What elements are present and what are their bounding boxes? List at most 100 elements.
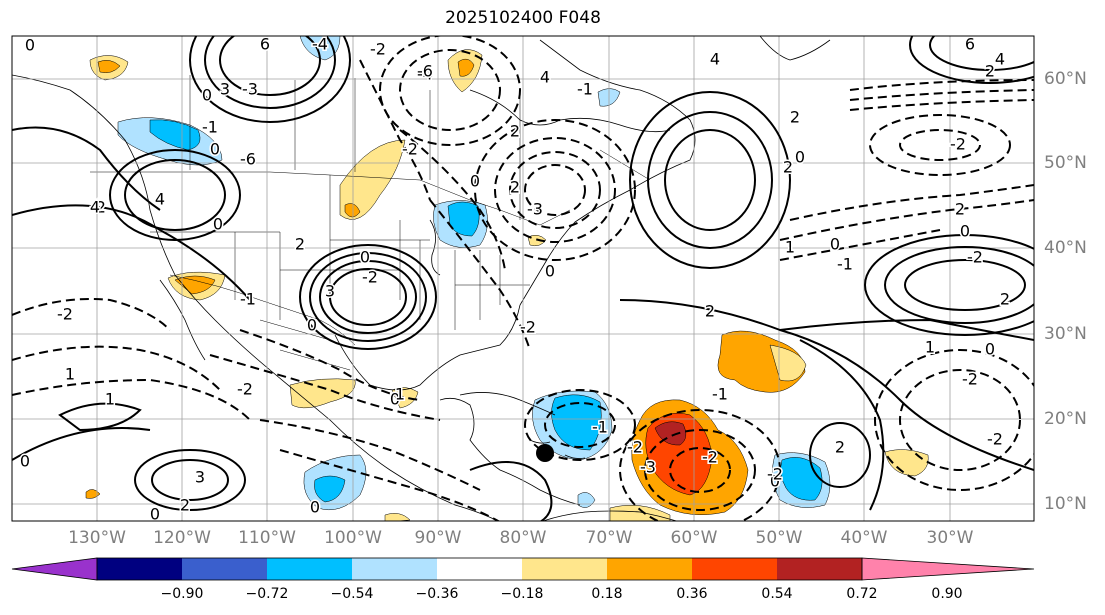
contour-label: 0 [960,222,970,241]
contour-label: -2 [950,135,966,154]
longitude-label: 90°W [414,528,462,548]
contour-high-gulf-3 [309,252,427,342]
contour-label: -1 [712,385,728,404]
contour-high-east-1 [904,259,1026,311]
contour-jet-west [12,204,251,301]
contour-high-atlantic-3 [629,91,791,269]
contour-subtropical-east [799,339,885,511]
contour-label: -3 [640,458,656,477]
longitude-label: 130°W [68,528,126,548]
contour-label: 4 [995,50,1005,69]
colorbar-tick-label: 0.18 [591,586,623,602]
contour-caribbean-solid [469,461,553,521]
coastline-lake-michigan [429,219,441,276]
contour-label: -2 [237,380,253,399]
contour-dashed-south-1 [259,419,481,491]
anomaly-warm-plains-small [344,203,361,218]
contour-low-great-lakes-4 [474,119,636,261]
contour-label: 3 [325,282,335,301]
contour-label: 1 [785,238,795,257]
contour-label: 0 [985,340,995,359]
contour-low-tropical-1 [669,447,731,493]
longitude-label: 50°W [755,528,803,548]
contour-label: -1 [240,290,256,309]
map-frame [11,35,1035,522]
contour-label: -2 [57,305,73,324]
latitude-label: 10°N [1044,494,1087,514]
colorbar-segment [607,558,692,580]
contour-label: -2 [967,248,983,267]
contour-label: 0 [545,262,555,281]
anomaly-warm-baja-core [174,275,216,295]
anomaly-warm-north-canada-core [457,58,475,77]
colorbar-tick-label: 0.36 [676,586,708,602]
contour-dashed-atlantic-1 [789,184,1034,221]
anomaly-cool-pacific-core [314,475,346,503]
contour-low-east-2 [874,349,1034,491]
coastline-yucatan-central-america [439,397,581,506]
longitude-label: 110°W [238,528,296,548]
longitude-label: 40°W [840,528,888,548]
contour-label: -2 [362,268,378,287]
contour-label: -2 [90,198,106,217]
map-title: 2025102400 F048 [445,8,601,28]
contour-label: 0 [390,390,400,409]
contour-label: 0 [360,248,370,267]
longitude-label: 70°W [585,528,633,548]
contour-label: -6 [417,62,433,81]
contour-zero-line-west [12,126,161,211]
contour-low-canada-2 [379,36,521,146]
contour-label: 4 [155,190,165,209]
contour-high-gulf-2 [319,260,417,334]
contour-dashed-west-1 [12,298,171,331]
contour-low-great-lakes-3 [494,137,616,243]
contour-label: -2 [520,318,536,337]
contour-high-gulf-4 [299,244,437,350]
coastline-greenland-south [759,36,831,61]
solid-contours [12,36,1034,521]
contour-label: 0 [25,36,35,55]
anomaly-cool-northwest-core [149,119,201,151]
contour-dashed-west-3 [12,378,251,421]
coastline-atlantic-north-america [519,39,696,306]
dashed-contours [12,36,1034,521]
colorbar-segment [267,558,352,580]
contour-label: -2 [702,448,718,467]
contour-label: 0 [210,140,220,159]
longitude-label: 80°W [499,528,547,548]
coastline-gulf-of-mexico [334,304,521,391]
longitude-label: 30°W [926,528,974,548]
latitude-label: 20°N [1044,409,1087,429]
latitude-label: 30°N [1044,324,1087,344]
anomaly-cool-great-lakes-core [447,201,480,237]
contour-label: 0 [20,452,30,471]
map-gridlines [12,36,1034,521]
contour-label: 0 [202,86,212,105]
contour-high-ne-corner-2 [909,36,1034,84]
contour-label: 4 [710,50,720,69]
contour-label: -6 [240,150,256,169]
contour-label: 0 [150,505,160,524]
contour-label: 2 [510,178,520,197]
contour-high-canada-3 [189,36,351,123]
colorbar-segment [777,558,862,580]
contour-label: 0 [830,235,840,254]
contour-high-east-3 [864,234,1034,336]
contour-dashed-ne-3 [849,99,1034,111]
contour-low-canada-1 [399,49,501,131]
contour-label: 0 [770,472,780,491]
longitude-label: 120°W [153,528,211,548]
anomaly-warm-gulf [391,387,419,409]
border-state-1 [150,175,430,320]
contour-high-ne-corner-1 [929,36,1034,71]
coastline-south-america [541,510,679,521]
colorbar-tick-label: 0.72 [846,586,878,602]
coastline-baja [159,279,206,361]
contour-low-east-1 [899,369,1021,471]
coastline-caribbean-islands [529,439,586,459]
contour-small-pacific [58,402,142,432]
contour-high-canada-1 [219,36,321,96]
contour-dashed-mid-1 [429,199,531,351]
longitude-label: 100°W [324,528,382,548]
colorbar-tick-label: −0.54 [330,586,374,602]
